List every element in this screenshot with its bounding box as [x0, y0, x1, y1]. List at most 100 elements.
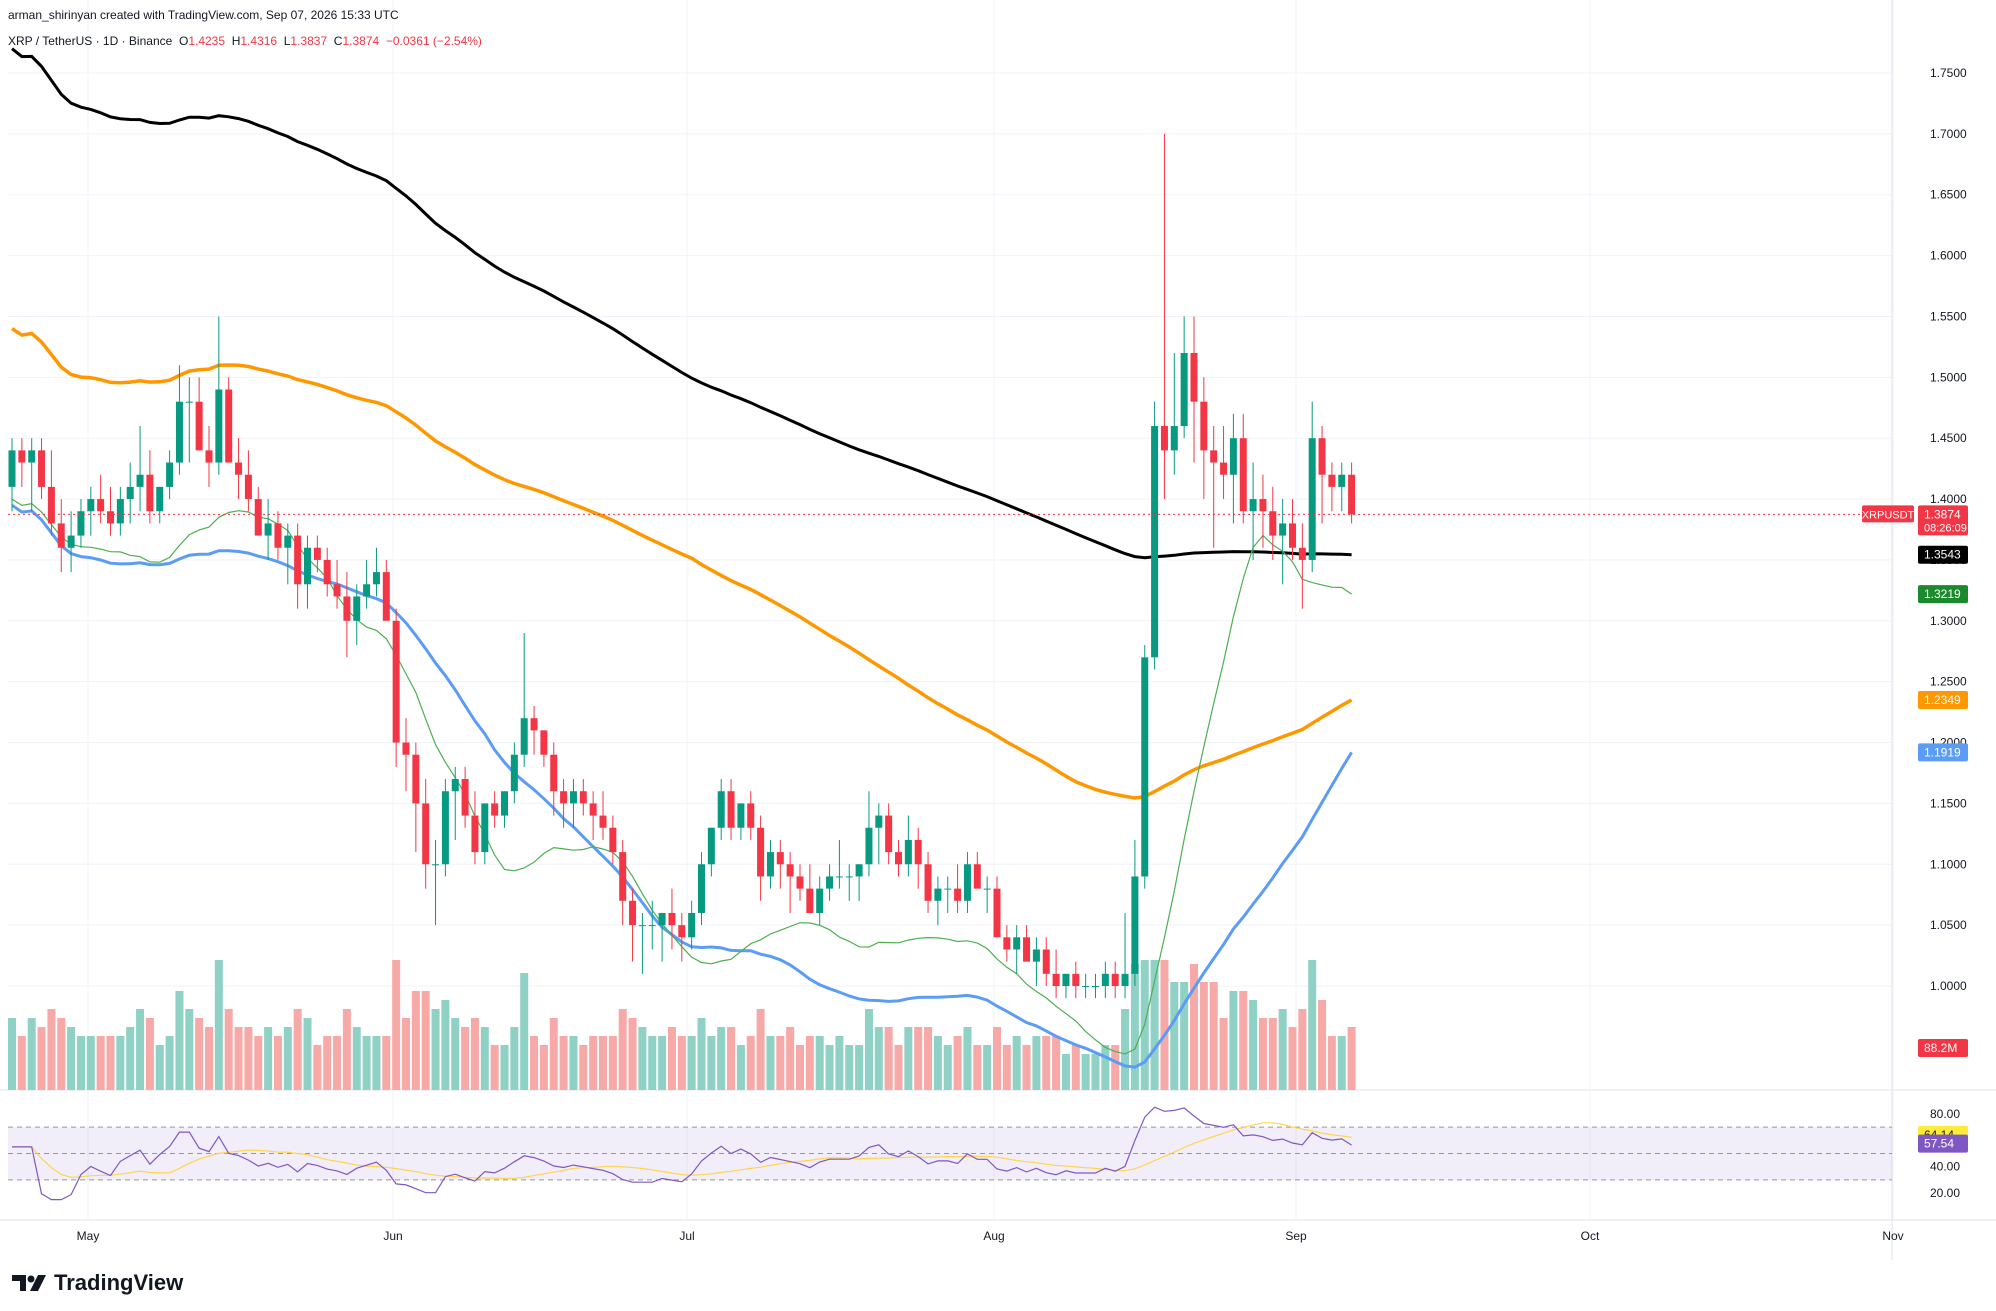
candle-body: [796, 876, 804, 889]
volume-bar: [76, 1036, 85, 1090]
candle-body: [1239, 438, 1247, 512]
candle-body: [835, 876, 843, 878]
volume-bar: [520, 973, 529, 1090]
candle-body: [471, 815, 479, 853]
volume-bar: [874, 1027, 883, 1090]
volume-bar: [1258, 1018, 1267, 1090]
candle-body: [1338, 474, 1346, 487]
volume-bar: [1052, 1036, 1061, 1090]
low-label: L: [283, 34, 291, 48]
price-tag-value: 1.3219: [1924, 587, 1961, 601]
volume-bar: [96, 1036, 105, 1090]
candle-body: [1092, 986, 1099, 987]
candle-body: [569, 791, 577, 804]
rsi-pane: [8, 1106, 1892, 1201]
symbol-name[interactable]: XRP / TetherUS · 1D · Binance: [8, 34, 173, 48]
volume-bar: [8, 1018, 16, 1090]
price-tag: [1918, 691, 1968, 710]
candle-body: [146, 474, 154, 512]
volume-bar: [470, 1018, 479, 1090]
candle-body: [1348, 474, 1356, 515]
volume-bar: [1229, 991, 1238, 1090]
candle-body: [963, 864, 971, 901]
candle-body: [1259, 499, 1267, 512]
candle-body: [520, 718, 528, 755]
candle-body: [254, 499, 262, 536]
volume-bar: [1298, 1009, 1307, 1090]
last-price-value: 1.3874: [1924, 507, 1961, 521]
volume-bar: [224, 1009, 233, 1090]
price-tick-label: 1.7500: [1930, 66, 1967, 80]
candle-body: [619, 852, 627, 901]
candle-body: [1318, 438, 1326, 475]
author-line: arman_shirinyan created with TradingView…: [8, 8, 399, 22]
candle-body: [530, 718, 538, 731]
tradingview-logo[interactable]: TradingView: [12, 1270, 183, 1296]
candle-body: [382, 572, 390, 621]
volume-bar: [392, 960, 401, 1090]
price-tick-label: 1.4000: [1930, 492, 1967, 506]
volume-bar: [67, 1027, 76, 1090]
candle-body: [579, 791, 587, 804]
volume-bar: [244, 1027, 253, 1090]
candle-body: [323, 559, 331, 585]
volume-bar: [569, 1036, 578, 1090]
candle-body: [717, 791, 725, 828]
candle-body: [658, 912, 666, 926]
volume-bar: [1308, 960, 1317, 1090]
candle-body: [934, 888, 942, 901]
volume-bar: [441, 1000, 450, 1090]
candle-body: [1170, 426, 1178, 451]
price-tick-label: 1.5000: [1930, 370, 1967, 384]
volume-bar: [145, 1018, 154, 1090]
time-tick-label: Jul: [679, 1229, 694, 1243]
volume-bar: [57, 1018, 66, 1090]
volume-bar: [126, 1027, 135, 1090]
candle-body: [993, 888, 1001, 938]
candle-body: [786, 864, 794, 877]
volume-bar: [431, 1009, 440, 1090]
price-axis: 1.7500 1.7000 1.6500 1.6000 1.5500 1.5000 1.45…: [1930, 66, 1967, 1200]
time-tick-label: Jun: [383, 1229, 402, 1243]
candle-body: [67, 535, 75, 548]
candle-body: [1121, 973, 1129, 986]
volume-bar: [589, 1036, 598, 1090]
volume-bar: [845, 1045, 854, 1090]
volume-bar: [1012, 1036, 1021, 1090]
volume-bar: [963, 1027, 972, 1090]
candle-body: [737, 803, 745, 828]
candle-body: [845, 876, 853, 878]
volume-bar: [717, 1027, 726, 1090]
price-tag-value: 1.1919: [1924, 745, 1961, 759]
rsi-tick-label: 80.00: [1930, 1107, 1960, 1121]
volume-bar: [333, 1036, 342, 1090]
high-value: 1.4316: [240, 34, 278, 48]
candle-body: [402, 742, 410, 755]
candle-body: [609, 827, 617, 853]
volume-bar: [372, 1036, 381, 1090]
price-tag-value: 88.2M: [1924, 1041, 1957, 1055]
brand-name: TradingView: [54, 1270, 184, 1295]
volume-bar: [1022, 1045, 1031, 1090]
volume-bar: [1199, 982, 1208, 1090]
volume-bar: [608, 1036, 617, 1090]
candle-body: [1210, 450, 1218, 463]
candle-body: [1200, 401, 1208, 451]
candle-body: [1082, 986, 1090, 987]
candle-body: [333, 584, 341, 597]
volume-bar: [894, 1045, 903, 1090]
candle-body: [1003, 937, 1011, 950]
volume-bar: [815, 1036, 824, 1090]
price-tag: [1918, 1039, 1968, 1057]
volume-bar: [1101, 1045, 1110, 1090]
volume-bar: [579, 1045, 588, 1090]
candle-body: [1042, 949, 1050, 974]
candle-body: [294, 535, 302, 585]
candle-body: [540, 730, 548, 755]
price-tag: [1918, 743, 1968, 762]
last-price-tag: [1918, 505, 1968, 536]
candle-body: [766, 852, 774, 877]
high-label: H: [231, 34, 241, 48]
volume-bar: [825, 1045, 834, 1090]
